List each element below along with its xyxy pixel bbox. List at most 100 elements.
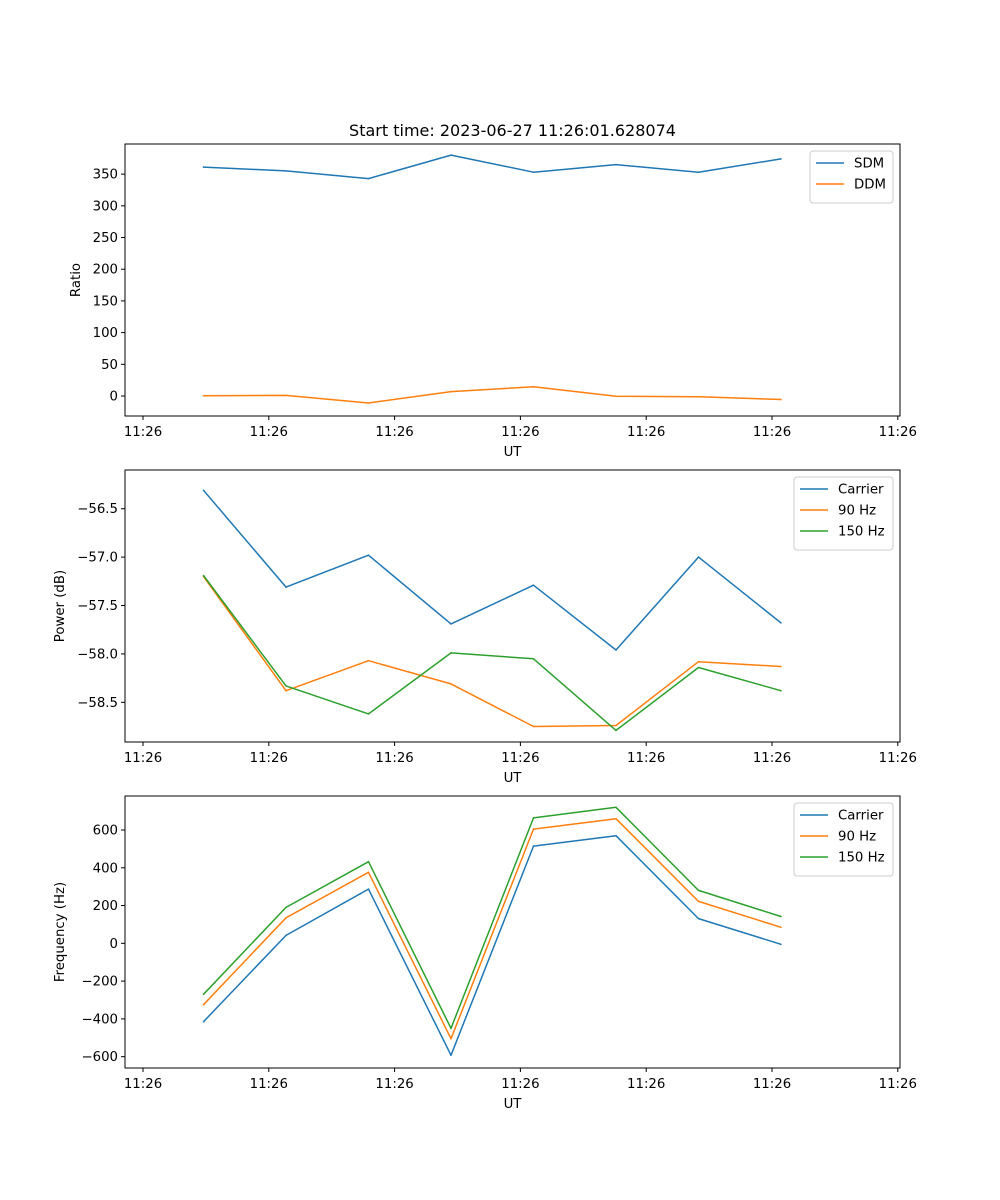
y-tick-label: 100: [93, 326, 118, 341]
chart-title: Start time: 2023-06-27 11:26:01.628074: [349, 121, 676, 140]
data-point: [450, 1027, 452, 1030]
y-tick-label: 0: [110, 390, 118, 405]
plot-frame: [124, 469, 901, 743]
y-tick-label: 350: [93, 168, 118, 183]
series-line-150-hz: [202, 806, 782, 1030]
x-axis-label: UT: [504, 445, 523, 460]
legend-entry: 150 Hz: [838, 525, 885, 540]
series-line-90-hz: [202, 576, 782, 728]
series-line-ddm: [203, 386, 782, 404]
series-line-90-hz: [202, 817, 782, 1040]
data-point: [367, 713, 370, 715]
data-point: [615, 163, 617, 166]
data-point: [450, 683, 452, 685]
y-axis-label: Power (dB): [53, 570, 68, 642]
data-point: [450, 623, 452, 625]
y-tick-label: −57.5: [77, 599, 118, 614]
y-tick-label: 0: [110, 937, 118, 952]
x-tick-label: 11:26: [501, 1077, 539, 1092]
y-tick-label: −58.5: [77, 696, 118, 711]
data-point: [202, 1003, 205, 1006]
data-point: [780, 398, 782, 401]
y-tick-label: −56.5: [77, 502, 118, 517]
y-tick-label: 50: [101, 358, 118, 373]
data-point: [615, 729, 617, 732]
x-tick-label: 11:26: [124, 751, 162, 766]
y-axis-label: Ratio: [69, 263, 84, 297]
data-point: [780, 915, 782, 918]
legend: Carrier 90 Hz 150 Hz: [793, 802, 894, 877]
data-point: [780, 926, 782, 929]
y-tick-label: −57.0: [77, 551, 118, 566]
data-point: [532, 817, 535, 819]
data-point: [450, 1054, 452, 1056]
x-tick-label: 11:26: [124, 425, 162, 440]
legend: SDM DDM: [809, 150, 894, 204]
data-point: [697, 660, 700, 663]
data-point: [202, 166, 205, 168]
y-tick-label: 600: [93, 824, 118, 839]
x-tick-label: 11:26: [250, 425, 288, 440]
data-point: [697, 666, 700, 669]
legend-entry: 90 Hz: [838, 504, 876, 519]
legend-entry: SDM: [854, 157, 884, 172]
data-point: [615, 395, 617, 398]
x-tick-label: 11:26: [753, 425, 791, 440]
data-point: [285, 689, 287, 692]
y-tick-label: 250: [93, 231, 118, 246]
x-tick-label: 11:26: [627, 1077, 665, 1092]
data-point: [202, 394, 205, 397]
y-tick-label: 300: [93, 199, 118, 214]
data-point: [615, 817, 617, 820]
data-point: [532, 725, 535, 728]
x-tick-label: 11:26: [753, 1077, 791, 1092]
y-tick-label: 200: [93, 899, 118, 914]
data-point: [780, 689, 782, 692]
x-axis-label: UT: [504, 771, 523, 786]
plot-frame: [124, 795, 901, 1069]
data-point: [202, 489, 205, 492]
data-point: [615, 806, 617, 809]
x-tick-label: 11:26: [879, 1077, 917, 1092]
series-line-150-hz: [202, 575, 782, 732]
data-point: [532, 386, 535, 388]
data-point: [367, 402, 370, 404]
y-tick-label: −58.0: [77, 647, 118, 662]
plot-frame: [124, 143, 901, 417]
data-point: [285, 917, 287, 919]
data-point: [285, 170, 287, 172]
x-tick-label: 11:26: [627, 425, 665, 440]
series-line-carrier: [202, 489, 782, 651]
x-tick-label: 11:26: [501, 751, 539, 766]
legend-entry: 150 Hz: [838, 851, 885, 866]
x-tick-label: 11:26: [250, 751, 288, 766]
series-line-sdm: [203, 154, 782, 180]
data-point: [450, 1037, 452, 1040]
data-point: [367, 177, 370, 180]
chart-panel-2: 11:2611:2611:2611:2611:2611:2611:2611:27…: [53, 469, 917, 786]
data-point: [697, 900, 700, 903]
data-point: [367, 888, 370, 890]
data-point: [285, 934, 287, 937]
series-line-carrier: [202, 834, 782, 1056]
x-tick-label: 11:26: [375, 751, 413, 766]
panels: 11:2611:2611:2611:2611:2611:2611:2611:27…: [53, 143, 917, 1112]
data-point: [780, 158, 782, 160]
y-tick-label: −600: [81, 1050, 118, 1065]
data-point: [202, 993, 205, 996]
x-tick-label: 11:26: [501, 425, 539, 440]
data-point: [450, 652, 452, 654]
data-point: [697, 889, 700, 892]
y-tick-label: 150: [93, 294, 118, 309]
data-point: [285, 394, 287, 397]
data-point: [532, 171, 535, 173]
x-tick-label: 11:26: [124, 1077, 162, 1092]
legend-box: [809, 150, 894, 204]
data-point: [780, 665, 782, 668]
y-tick-label: 400: [93, 861, 118, 876]
data-point: [532, 845, 535, 847]
data-point: [615, 724, 617, 727]
data-point: [780, 622, 782, 624]
data-point: [367, 860, 370, 863]
